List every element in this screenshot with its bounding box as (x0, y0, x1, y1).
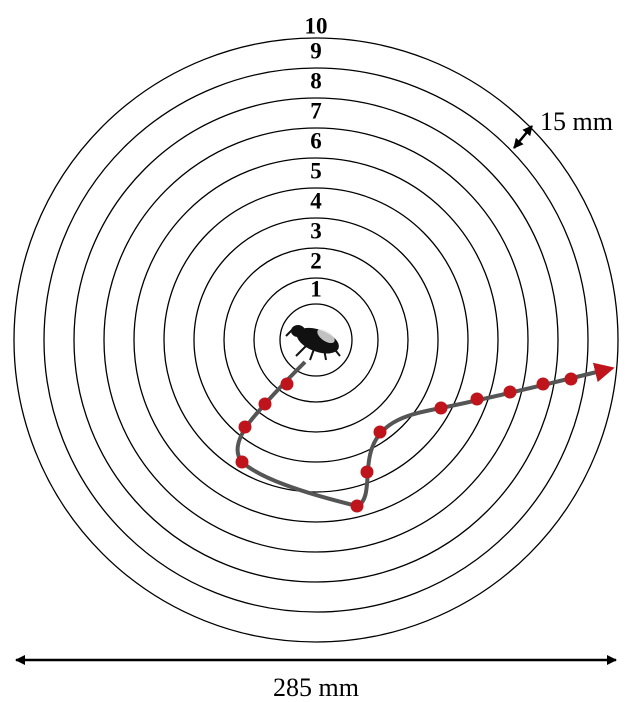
bug-icon (285, 325, 341, 361)
ring (253, 277, 379, 403)
ring (133, 157, 499, 523)
ring-label: 1 (310, 276, 322, 301)
ring (163, 187, 469, 493)
trajectory-point (280, 377, 294, 391)
ring-label: 3 (310, 218, 322, 243)
ring-width-label: 15 mm (540, 107, 613, 136)
trajectory-point (564, 372, 578, 386)
trajectory-point (503, 385, 517, 399)
ring-label: 10 (305, 13, 328, 38)
trajectory-point (360, 465, 374, 479)
ring-label: 7 (310, 98, 322, 123)
trajectory-point (258, 397, 272, 411)
trajectory-point (235, 455, 249, 469)
trajectory-point (470, 392, 484, 406)
trajectory-point (238, 420, 252, 434)
rings (13, 37, 619, 643)
ring-width-arrow (513, 125, 533, 149)
ring (279, 303, 353, 377)
ring (43, 67, 589, 613)
ring (223, 247, 409, 433)
ring-label: 9 (310, 38, 322, 63)
ring-label: 4 (310, 188, 322, 213)
trajectory-point (434, 401, 448, 415)
diameter-label: 285 mm (273, 673, 359, 702)
ring (73, 97, 559, 583)
ring-label: 5 (310, 158, 322, 183)
ring-label: 8 (310, 68, 322, 93)
trajectory-points (235, 372, 578, 513)
ring (103, 127, 529, 553)
trajectory-point (373, 425, 387, 439)
ring-label: 6 (310, 128, 322, 153)
trajectory-point (350, 499, 364, 513)
ring (13, 37, 619, 643)
ring (193, 217, 439, 463)
ring-labels: 1 2 3 4 5 6 7 8 910 (305, 13, 328, 301)
ring-label: 2 (310, 248, 322, 273)
trajectory-point (536, 377, 550, 391)
